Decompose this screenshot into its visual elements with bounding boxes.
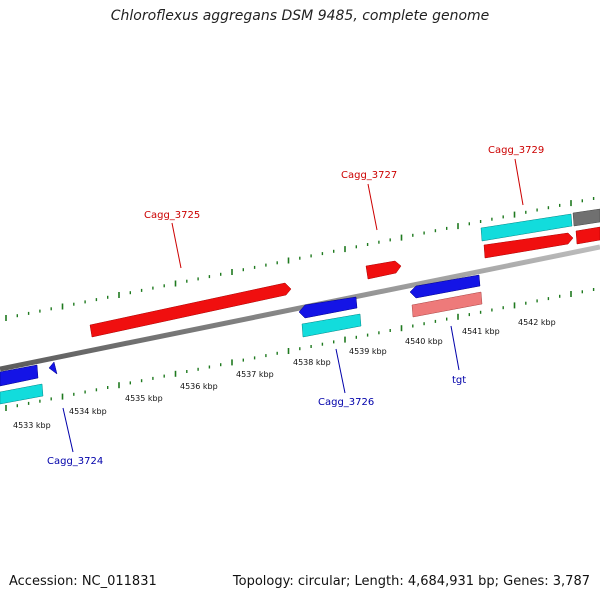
- gene-cagg3724[interactable]: [0, 364, 39, 387]
- trna-feature-tgt[interactable]: [411, 291, 483, 318]
- tick-label-4542: 4542 kbp: [518, 318, 556, 327]
- map-title: Chloroflexus aggregans DSM 9485, complet…: [110, 8, 490, 24]
- tick-label-4535: 4535 kbp: [125, 394, 163, 403]
- tick-label-4541: 4541 kbp: [462, 327, 500, 336]
- genome-stats-text: Topology: circular; Length: 4,684,931 bp…: [232, 574, 590, 589]
- gene-tgt[interactable]: [409, 274, 481, 299]
- tick-label-4539: 4539 kbp: [349, 347, 387, 356]
- genome-backbone: [0, 244, 600, 372]
- gene-cagg3727[interactable]: [365, 260, 402, 280]
- lower-tick-row: [5, 288, 595, 411]
- tick-label-4534: 4534 kbp: [69, 407, 107, 416]
- tick-label-4537: 4537 kbp: [236, 370, 274, 379]
- reverse-strand-features: [0, 274, 483, 405]
- gene-label-cagg3724[interactable]: Cagg_3724: [47, 456, 103, 467]
- gene-cagg3726[interactable]: [298, 296, 358, 319]
- leader-tgt: [450, 325, 460, 371]
- gene-cagg3729[interactable]: [483, 232, 574, 259]
- forward-feature-cagg3729[interactable]: [480, 213, 573, 242]
- leader-cagg3724: [62, 407, 74, 453]
- gene-cagg3724-fragment[interactable]: [48, 361, 58, 375]
- gene-labels: Cagg_3725 Cagg_3727 Cagg_3729 Cagg_3724 …: [47, 145, 544, 467]
- forward-feature-cagg3724[interactable]: [0, 383, 44, 405]
- leader-cagg3725: [171, 222, 182, 269]
- tick-label-4533: 4533 kbp: [13, 421, 51, 430]
- forward-feature-cagg3726[interactable]: [301, 313, 362, 338]
- gene-cagg3725[interactable]: [89, 282, 292, 338]
- tick-label-4536: 4536 kbp: [180, 382, 218, 391]
- leader-cagg3727: [367, 183, 378, 231]
- label-leaders: [62, 158, 524, 453]
- gene-label-cagg3725[interactable]: Cagg_3725: [144, 210, 200, 221]
- upper-tick-row: [5, 197, 595, 321]
- gene-label-cagg3726[interactable]: Cagg_3726: [318, 397, 374, 408]
- leader-cagg3726: [335, 348, 346, 394]
- tick-labels: 4533 kbp 4534 kbp 4535 kbp 4536 kbp 4537…: [13, 318, 556, 430]
- other-feature-right-edge[interactable]: [572, 208, 600, 227]
- forward-strand-features: [89, 208, 600, 338]
- tick-label-4540: 4540 kbp: [405, 337, 443, 346]
- tick-label-4538: 4538 kbp: [293, 358, 331, 367]
- gene-label-tgt[interactable]: tgt: [452, 375, 466, 386]
- gene-right-edge[interactable]: [575, 226, 600, 245]
- accession-text: Accession: NC_011831: [9, 574, 157, 589]
- leader-cagg3729: [514, 158, 524, 206]
- gene-label-cagg3727[interactable]: Cagg_3727: [341, 170, 397, 181]
- gene-label-cagg3729[interactable]: Cagg_3729: [488, 145, 544, 156]
